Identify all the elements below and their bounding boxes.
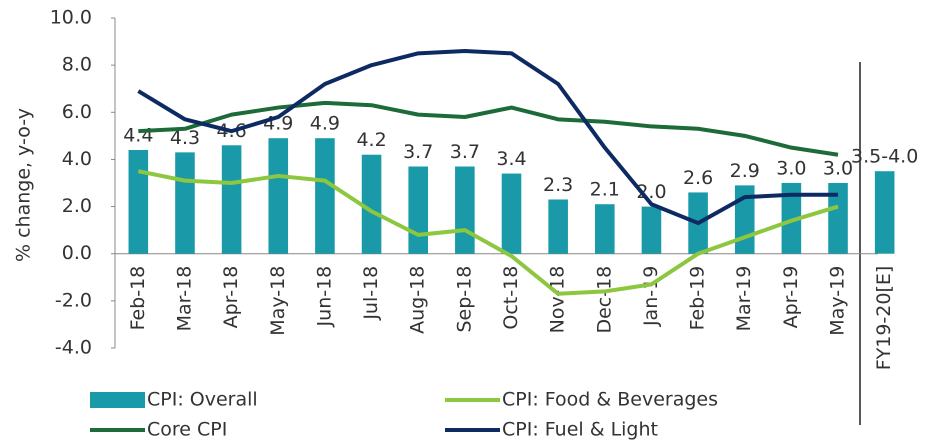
x-tick-label: May-18 [267, 266, 289, 336]
bar [781, 183, 802, 254]
bar-label: 2.6 [683, 167, 713, 189]
line [138, 100, 839, 157]
y-tick-label: 0.0 [62, 242, 92, 264]
x-tick-label: Sep-18 [453, 266, 475, 333]
y-tick-label: -4.0 [55, 337, 92, 359]
x-tick-label: FY19-20[E] [873, 266, 895, 371]
bar [455, 166, 475, 254]
bar-label: 3.7 [403, 141, 433, 163]
x-tick-label: Feb-18 [127, 266, 149, 331]
y-tick-label: 6.0 [62, 101, 92, 123]
legend-label: CPI: Overall [147, 389, 258, 411]
y-axis-title: % change, y-o-y [13, 108, 35, 262]
x-tick-label: Apr-18 [220, 266, 242, 329]
bar [175, 152, 195, 254]
bar-label: 3.0 [823, 158, 853, 180]
bar-label: 4.9 [310, 113, 340, 135]
bar [641, 206, 662, 254]
bar-label: 4.2 [356, 129, 386, 151]
x-tick-label: Jul-18 [360, 266, 382, 321]
bar [315, 138, 335, 254]
y-tick-label: 8.0 [62, 54, 92, 76]
bar-label: 4.4 [123, 125, 153, 147]
bar-label: 3.4 [496, 148, 526, 170]
bar-label: 2.1 [590, 179, 620, 201]
bar [128, 150, 149, 254]
bar [408, 166, 429, 254]
bar-label: 2.9 [730, 160, 760, 182]
y-tick-label: 4.0 [62, 148, 92, 170]
x-tick-label: Aug-18 [407, 266, 429, 334]
x-tick-label: Mar-19 [733, 266, 755, 332]
legend-label: CPI: Food & Beverages [502, 389, 718, 411]
x-tick-label: Nov-18 [547, 266, 569, 334]
bar-label: 3.7 [450, 141, 480, 163]
bar [501, 173, 522, 254]
legend-swatch [90, 392, 145, 408]
bar-label: 2.3 [543, 174, 573, 196]
bar [548, 199, 568, 254]
bar [221, 145, 242, 254]
x-tick-label: Jan-19 [640, 266, 662, 327]
bar-label: 3.0 [776, 158, 806, 180]
x-tick-label: Feb-19 [687, 266, 709, 331]
x-tick-label: Oct-18 [500, 266, 522, 330]
bar [874, 171, 895, 254]
bar [828, 183, 848, 254]
legend-label: Core CPI [147, 419, 227, 441]
y-tick-label: 2.0 [62, 195, 92, 217]
bar [268, 138, 289, 254]
x-tick-label: Dec-18 [593, 266, 615, 334]
bar-label: 3.5-4.0 [851, 146, 918, 168]
x-tick-label: Mar-18 [173, 266, 195, 332]
bar [361, 154, 382, 254]
x-tick-label: Apr-19 [780, 266, 802, 329]
y-tick-label: -2.0 [55, 289, 92, 311]
y-tick-label: 10.0 [50, 7, 92, 29]
bar [594, 204, 615, 254]
legend-label: CPI: Fuel & Light [502, 419, 658, 441]
x-tick-label: Jun-18 [313, 266, 335, 328]
x-tick-label: May-19 [827, 266, 849, 336]
line [137, 49, 839, 226]
line [137, 169, 839, 296]
bar-label: 4.3 [170, 127, 200, 149]
